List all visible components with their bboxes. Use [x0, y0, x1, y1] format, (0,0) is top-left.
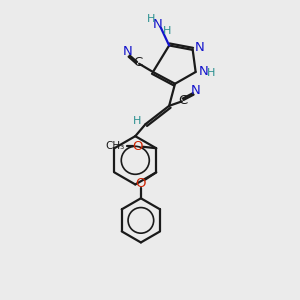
Text: H: H [133, 116, 142, 126]
Text: CH₃: CH₃ [105, 141, 124, 151]
Text: N: N [194, 41, 204, 54]
Text: H: H [147, 14, 155, 24]
Text: H: H [163, 26, 171, 36]
Text: N: N [199, 65, 209, 79]
Text: C: C [178, 94, 188, 107]
Text: O: O [136, 177, 146, 190]
Text: H: H [207, 68, 215, 78]
Text: N: N [122, 45, 132, 58]
Text: O: O [133, 140, 143, 153]
Text: N: N [153, 18, 163, 31]
Text: N: N [190, 84, 200, 97]
Text: C: C [133, 56, 142, 69]
